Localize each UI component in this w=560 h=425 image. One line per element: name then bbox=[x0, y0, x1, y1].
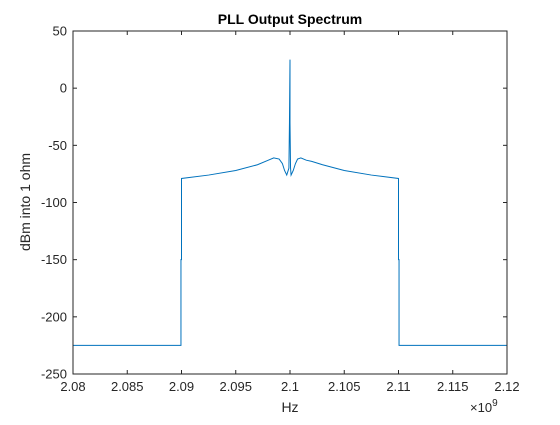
y-tick-label: 50 bbox=[53, 24, 67, 39]
x-tick-label: 2.085 bbox=[111, 379, 144, 394]
series-layer bbox=[73, 59, 507, 346]
x-tick-label: 2.115 bbox=[437, 379, 469, 394]
y-axis-label: dBm into 1 ohm bbox=[17, 153, 33, 251]
x-exponent-power: 9 bbox=[492, 398, 498, 409]
x-axis: 2.08 2.085 2.09 2.095 2.1 2.105 2.11 2.115 2.12 bbox=[60, 31, 520, 394]
y-tick-label: -150 bbox=[41, 252, 67, 267]
x-tick-label: 2.09 bbox=[169, 379, 194, 394]
x-tick-label: 2.11 bbox=[386, 379, 410, 394]
y-tick-label: -250 bbox=[41, 367, 67, 382]
plot-title: PLL Output Spectrum bbox=[218, 11, 362, 27]
y-tick-label: 0 bbox=[60, 81, 67, 96]
y-tick-label: -50 bbox=[48, 138, 67, 153]
x-tick-label: 2.095 bbox=[219, 379, 252, 394]
y-tick-label: -100 bbox=[41, 195, 67, 210]
x-tick-label: 2.08 bbox=[60, 379, 85, 394]
x-tick-label: 2.12 bbox=[494, 379, 519, 394]
y-tick-label: -200 bbox=[41, 309, 67, 324]
x-tick-label: 2.105 bbox=[328, 379, 361, 394]
y-axis: 50 0 -50 -100 -150 -200 -250 bbox=[41, 24, 507, 382]
x-tick-label: 2.1 bbox=[281, 379, 299, 394]
x-exponent-label: ×109 bbox=[470, 398, 498, 415]
x-exponent-base: ×10 bbox=[470, 400, 492, 415]
x-axis-label: Hz bbox=[281, 399, 298, 415]
series-line-0 bbox=[73, 59, 507, 346]
